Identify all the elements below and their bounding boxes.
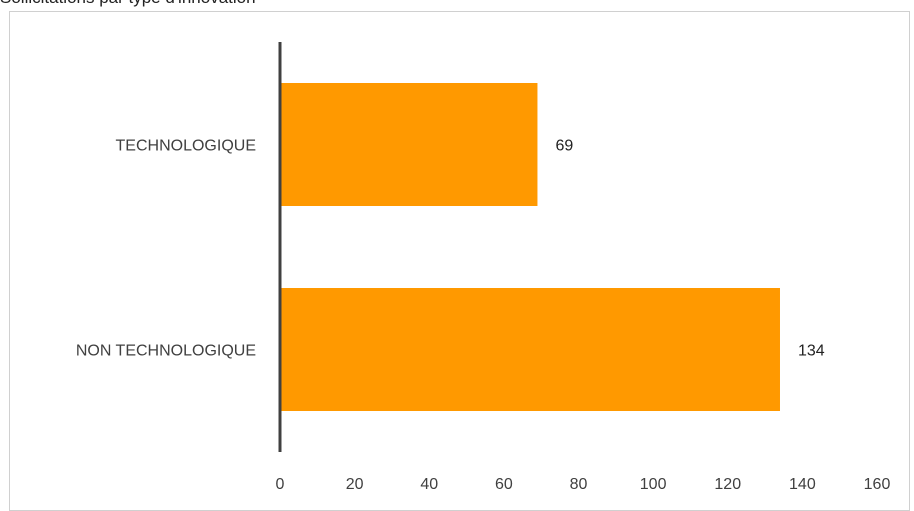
- category-label-1: NON TECHNOLOGIQUE: [76, 343, 256, 360]
- bar-0: [280, 83, 538, 206]
- category-label-0: TECHNOLOGIQUE: [116, 138, 256, 155]
- x-tick-label-3: 60: [495, 476, 513, 493]
- x-tick-label-2: 40: [420, 476, 438, 493]
- bars-layer: [280, 83, 780, 411]
- x-tick-label-1: 20: [346, 476, 364, 493]
- labels-layer: TECHNOLOGIQUE 69 NON TECHNOLOGIQUE 134 0 20 40…: [76, 138, 891, 494]
- x-tick-label-6: 120: [714, 476, 741, 493]
- data-label-0: 69: [555, 138, 573, 155]
- chart-title: Sollicitations par type d'innovation: [0, 0, 256, 8]
- x-tick-label-8: 160: [864, 476, 891, 493]
- data-label-1: 134: [798, 343, 825, 360]
- bar-1: [280, 288, 780, 411]
- x-tick-label-7: 140: [789, 476, 816, 493]
- x-tick-label-5: 100: [640, 476, 667, 493]
- x-tick-label-4: 80: [570, 476, 588, 493]
- x-tick-label-0: 0: [276, 476, 285, 493]
